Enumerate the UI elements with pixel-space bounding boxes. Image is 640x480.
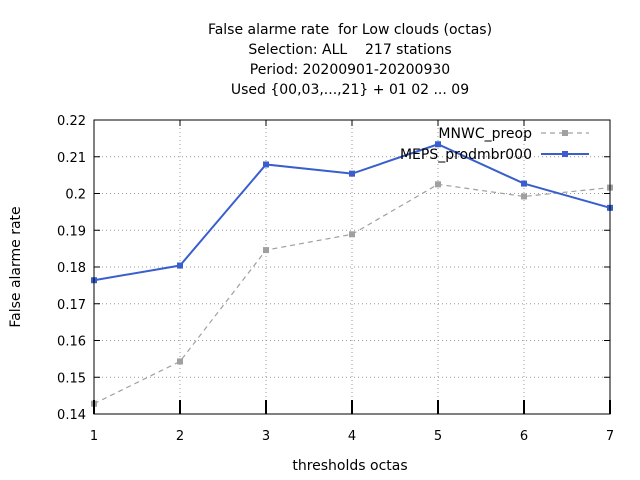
grid-lines bbox=[94, 120, 610, 414]
x-tick-label: 5 bbox=[434, 429, 442, 444]
y-tick-label: 0.14 bbox=[57, 408, 86, 423]
title-line-2: Selection: ALL 217 stations bbox=[248, 42, 452, 58]
x-tick-label: 7 bbox=[606, 429, 614, 444]
series-line-1 bbox=[93, 183, 611, 405]
legend: MNWC_preop MEPS_prodmbr000 bbox=[400, 126, 589, 163]
data-point-series-2 bbox=[263, 161, 269, 168]
legend-label-1: MNWC_preop bbox=[438, 126, 532, 142]
data-point-series-2 bbox=[177, 262, 183, 269]
data-point-series-1 bbox=[349, 231, 355, 238]
x-tick-label: 4 bbox=[348, 429, 356, 444]
y-tick-label: 0.15 bbox=[57, 371, 86, 386]
y-tick-label: 0.18 bbox=[57, 261, 86, 276]
y-tick-label: 0.22 bbox=[57, 114, 86, 129]
title-line-1: False alarme rate for Low clouds (octas) bbox=[207, 22, 493, 38]
legend-marker-1 bbox=[562, 130, 568, 136]
data-point-series-2 bbox=[349, 170, 355, 177]
data-point-series-1 bbox=[435, 181, 441, 188]
tick-layer: 0.14 0.15 0.16 0.17 0.18 0.19 0.2 0.21 0.22 1 2 3 4 5… bbox=[57, 114, 614, 444]
chart-title: False alarme rate for Low clouds (octas)… bbox=[0, 20, 640, 100]
y-tick-label: 0.2 bbox=[65, 188, 86, 203]
legend-marker-2 bbox=[562, 151, 568, 157]
x-tick-label: 2 bbox=[176, 429, 184, 444]
x-tick-label: 3 bbox=[262, 429, 270, 444]
data-point-series-2 bbox=[435, 141, 441, 148]
x-tick-label: 1 bbox=[90, 429, 98, 444]
x-tick-label: 6 bbox=[520, 429, 528, 444]
title-line-4: Used {00,03,...,21} + 01 02 ... 09 bbox=[230, 82, 470, 98]
series-layer bbox=[91, 141, 613, 407]
title-line-3: Period: 20200901-20200930 bbox=[249, 62, 451, 78]
y-tick-label: 0.21 bbox=[57, 151, 86, 166]
legend-label-2: MEPS_prodmbr000 bbox=[400, 147, 532, 163]
data-point-series-1 bbox=[521, 193, 527, 200]
x-axis-label: thresholds octas bbox=[292, 458, 407, 474]
y-tick-label: 0.17 bbox=[57, 298, 86, 313]
y-axis-label: False alarme rate bbox=[8, 206, 24, 327]
y-tick-label: 0.19 bbox=[57, 224, 86, 239]
y-tick-label: 0.16 bbox=[57, 335, 86, 350]
data-point-series-2 bbox=[521, 180, 527, 187]
data-point-series-1 bbox=[263, 247, 269, 254]
data-point-series-1 bbox=[177, 358, 183, 365]
